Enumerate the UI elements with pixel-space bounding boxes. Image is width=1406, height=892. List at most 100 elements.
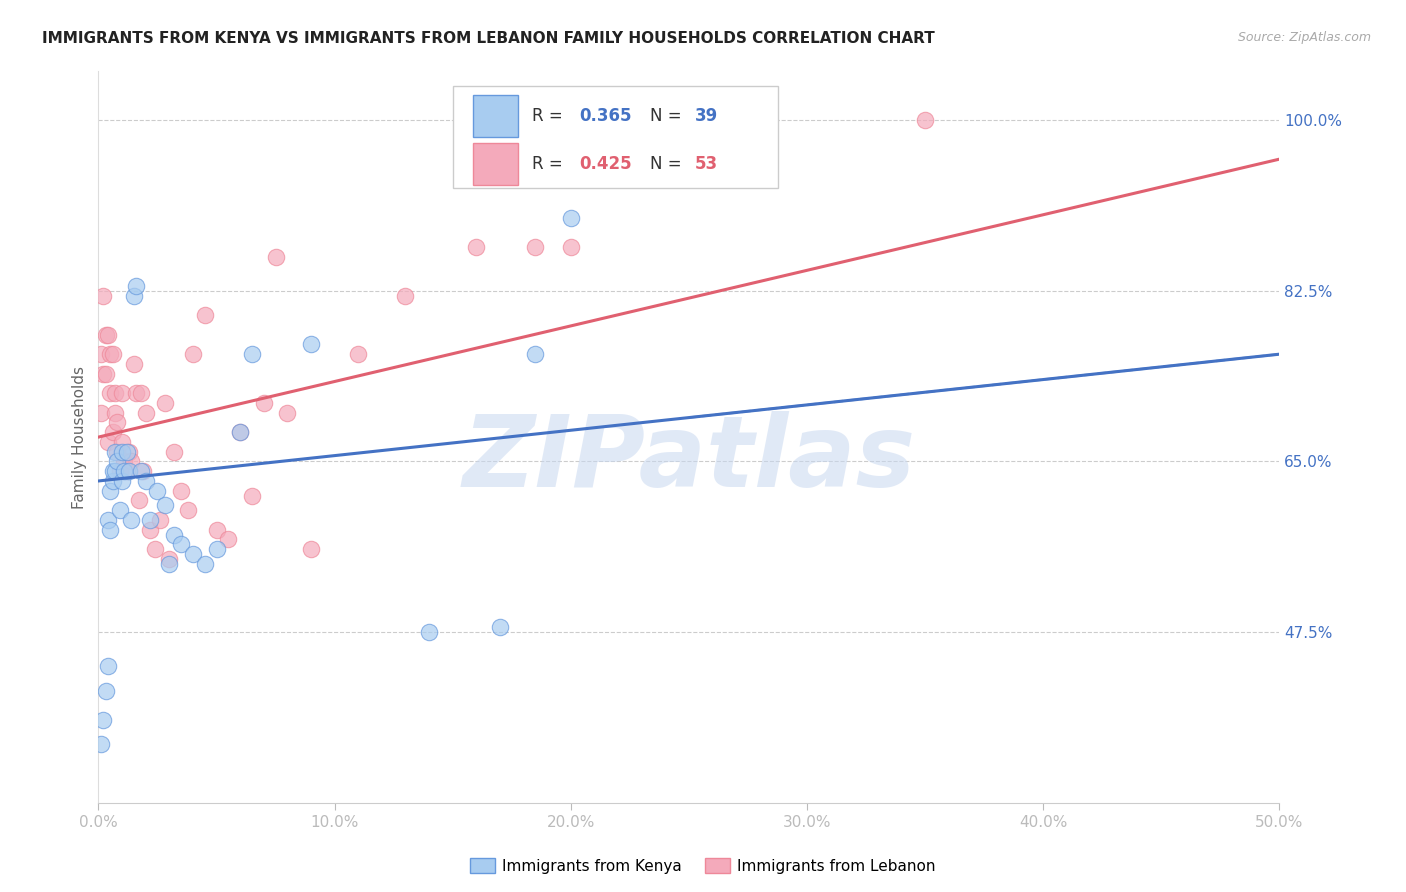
Point (163, 527, 186, 541)
Point (205, 542, 228, 557)
Text: N =: N = (650, 107, 688, 125)
Point (112, 464, 135, 478)
Point (90, 406, 112, 420)
Point (122, 288, 145, 302)
Point (105, 416, 128, 430)
Point (101, 464, 124, 478)
Point (489, 620, 512, 634)
Point (91, 288, 114, 302)
Point (157, 552, 180, 566)
Point (139, 523, 162, 537)
Point (170, 537, 193, 551)
Point (560, 240, 582, 254)
Point (104, 386, 127, 401)
Point (181, 547, 204, 561)
Point (94, 367, 117, 381)
Point (118, 444, 141, 458)
Point (418, 625, 440, 640)
Point (229, 425, 252, 440)
Point (105, 444, 128, 458)
Point (149, 513, 172, 527)
Point (465, 240, 488, 254)
Point (240, 347, 263, 361)
Point (91, 367, 114, 381)
Point (524, 347, 547, 361)
Point (163, 444, 186, 458)
Text: ZIPatlas: ZIPatlas (463, 410, 915, 508)
Text: Source: ZipAtlas.com: Source: ZipAtlas.com (1237, 31, 1371, 45)
Text: 53: 53 (695, 155, 718, 173)
Point (299, 337, 322, 351)
Point (914, 113, 936, 128)
Point (194, 557, 217, 571)
Point (104, 444, 127, 458)
Point (104, 406, 127, 420)
Point (90, 347, 112, 361)
FancyBboxPatch shape (472, 143, 517, 185)
Point (560, 211, 582, 225)
Point (98, 523, 121, 537)
Point (153, 499, 176, 513)
Y-axis label: Family Households: Family Households (72, 366, 87, 508)
Point (112, 454, 135, 468)
Point (157, 557, 180, 571)
Point (108, 503, 131, 517)
Point (146, 483, 169, 498)
Point (115, 444, 138, 458)
Point (108, 464, 131, 478)
Point (347, 347, 370, 361)
Point (98, 347, 121, 361)
Point (128, 493, 150, 508)
Point (94, 327, 117, 342)
Text: R =: R = (531, 155, 568, 173)
Point (91, 713, 114, 727)
Point (143, 542, 166, 557)
Point (394, 288, 416, 302)
Point (229, 425, 252, 440)
Point (129, 464, 152, 478)
Point (94, 683, 117, 698)
Point (121, 454, 143, 468)
Text: IMMIGRANTS FROM KENYA VS IMMIGRANTS FROM LEBANON FAMILY HOUSEHOLDS CORRELATION C: IMMIGRANTS FROM KENYA VS IMMIGRANTS FROM… (42, 31, 935, 46)
Point (299, 542, 322, 557)
Point (240, 489, 263, 503)
Point (111, 386, 134, 401)
Point (115, 464, 138, 478)
Point (98, 386, 121, 401)
Text: 39: 39 (695, 107, 718, 125)
Point (177, 503, 200, 517)
Text: R =: R = (531, 107, 568, 125)
Point (125, 386, 148, 401)
Point (125, 279, 148, 293)
Point (181, 347, 204, 361)
Point (121, 513, 143, 527)
Point (217, 533, 239, 547)
Text: 0.425: 0.425 (579, 155, 631, 173)
Point (101, 474, 124, 488)
Text: 0.365: 0.365 (579, 107, 631, 125)
Point (105, 454, 128, 468)
Legend: Immigrants from Kenya, Immigrants from Lebanon: Immigrants from Kenya, Immigrants from L… (464, 852, 942, 880)
Point (97, 327, 120, 342)
Point (111, 474, 134, 488)
Point (205, 523, 228, 537)
Text: N =: N = (650, 155, 688, 173)
Point (101, 347, 124, 361)
Point (135, 406, 157, 420)
Point (139, 513, 162, 527)
Point (194, 308, 217, 322)
Point (264, 250, 287, 264)
Point (122, 357, 145, 371)
Point (90, 737, 112, 751)
Point (132, 464, 155, 478)
Point (111, 434, 134, 449)
Point (129, 386, 152, 401)
Point (524, 240, 547, 254)
Point (118, 464, 141, 478)
Point (104, 464, 127, 478)
Point (97, 659, 120, 673)
FancyBboxPatch shape (472, 95, 517, 137)
Point (135, 474, 157, 488)
Point (111, 444, 134, 458)
Point (97, 434, 120, 449)
